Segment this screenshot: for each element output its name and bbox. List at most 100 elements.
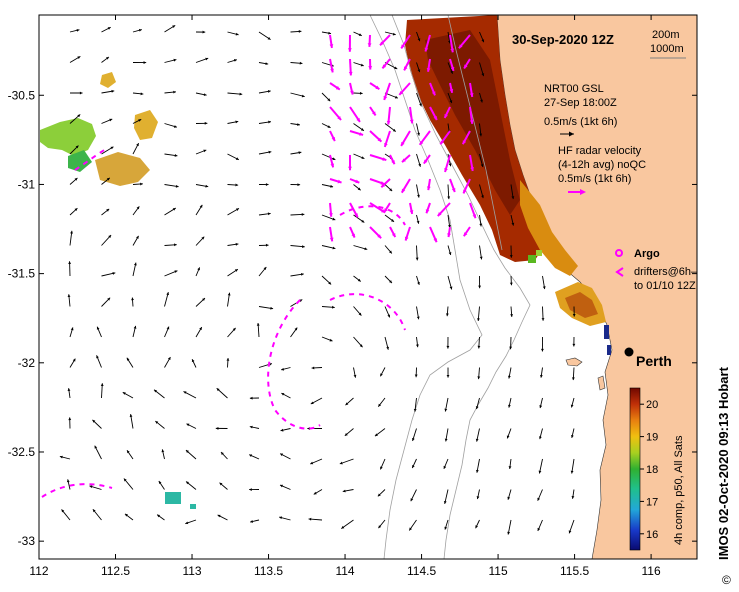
current-vector-head: [76, 28, 80, 32]
current-vector-head: [448, 163, 452, 167]
current-vector-head: [74, 177, 78, 181]
current-vector-head: [415, 344, 419, 348]
current-vector-head: [359, 344, 363, 348]
hf-radar-vector-head: [450, 66, 455, 71]
argo-symbol: [615, 249, 623, 257]
current-vector-head: [332, 217, 336, 221]
sst-pixels: [165, 492, 181, 504]
hf-radar-vector-head: [450, 48, 455, 53]
perth-marker: [624, 347, 634, 357]
current-vector-head: [175, 184, 179, 188]
hf-radar-vector-head: [354, 213, 358, 218]
current-vector-head: [72, 358, 76, 362]
current-vector-head: [446, 345, 450, 349]
hf-radar-vector-head: [437, 212, 442, 217]
current-vector-head: [155, 421, 159, 424]
current-vector-head: [477, 345, 481, 349]
y-tick-label: -30.5: [8, 88, 36, 102]
current-vector-head: [477, 318, 480, 321]
hf-radar-vector-head: [470, 167, 475, 171]
current-vector-head: [511, 196, 515, 200]
current-vector-head: [392, 128, 396, 132]
drifter-track: [329, 293, 406, 331]
hf-radar-vector-head: [368, 66, 373, 70]
current-vector-head: [416, 220, 420, 224]
current-vector-head: [77, 114, 81, 118]
current-vector-head: [571, 377, 575, 381]
current-vector-head: [508, 466, 512, 469]
current-vector-head: [380, 466, 383, 470]
current-vector-head: [66, 479, 70, 483]
sst-pixels: [536, 250, 542, 256]
colorbar-tick-label: 16: [646, 529, 658, 541]
current-vector-head: [108, 235, 112, 239]
current-vector-head: [410, 498, 414, 502]
current-vector-head: [205, 57, 209, 61]
current-vector-head: [417, 281, 420, 285]
isobaths: [369, 14, 531, 560]
current-vector-head: [374, 433, 378, 437]
current-vector-head: [443, 465, 447, 469]
current-vector-head: [476, 496, 480, 500]
scale-label-200m: 200m: [652, 29, 680, 41]
current-vector-head: [166, 326, 170, 330]
current-vector-head: [265, 243, 269, 247]
current-vector-head: [357, 278, 361, 282]
hf-radar-vector-head: [349, 90, 354, 95]
current-vector-head: [447, 196, 451, 200]
current-vector-head: [475, 469, 479, 473]
x-tick-label: 116: [642, 564, 661, 578]
current-vector-head: [68, 417, 72, 421]
current-vector-head: [327, 98, 331, 102]
current-vector-head: [106, 177, 110, 181]
hf-radar-vector-head: [386, 120, 391, 125]
current-vector-head: [203, 93, 207, 97]
hf-radar-vector-head: [384, 208, 388, 213]
sst-pixels: [190, 504, 196, 509]
sst-patch-offshore-warm: [134, 110, 158, 140]
y-tick-label: -32: [18, 356, 36, 370]
hf-radar-vector-head: [348, 71, 353, 76]
sst-patch-offshore: [40, 118, 96, 156]
gsl-ref-vector: 0.5m/s (1kt 6h): [544, 116, 617, 128]
hf-radar-vector-head: [401, 141, 405, 146]
current-vector-head: [413, 408, 417, 412]
x-tick-label: 115.5: [560, 564, 589, 578]
x-tick-label: 114.5: [407, 564, 436, 578]
hf-radar-line2: (4-12h avg) noQC: [558, 159, 646, 171]
current-vector-head: [109, 118, 113, 122]
hf-radar-vector-head: [380, 41, 384, 46]
hf-radar-vector-head: [444, 168, 448, 172]
current-vector-head: [479, 133, 483, 137]
current-vector-head: [329, 338, 333, 342]
isobath-shelf: [447, 14, 503, 251]
hf-radar-vector-head: [382, 157, 387, 161]
current-vector-head: [161, 449, 165, 453]
hf-radar-vector-head: [451, 188, 456, 193]
current-vector-head: [107, 297, 111, 301]
current-vector-head: [270, 306, 274, 310]
argo-label: Argo: [634, 248, 660, 260]
hf-radar-vector-head: [377, 137, 382, 142]
current-vector-head: [412, 465, 415, 469]
current-vector-head: [96, 326, 100, 330]
current-vector-head: [507, 531, 511, 535]
current-vector-head: [480, 164, 484, 168]
current-vector-head: [507, 375, 511, 379]
current-vector-head: [568, 530, 572, 534]
hf-radar-vector-head: [463, 232, 468, 237]
current-vector-head: [308, 517, 312, 521]
y-tick-label: -31.5: [8, 267, 36, 281]
current-vector-head: [475, 525, 478, 529]
current-vector-head: [572, 343, 576, 347]
current-vector-head: [330, 184, 334, 188]
current-vector-head: [378, 525, 382, 529]
axes: 112 112.5 113 113.5 114 114.5 115 115.5 116 -30.5…: [8, 15, 697, 578]
current-vector-head: [122, 392, 126, 395]
current-vector-head: [267, 90, 271, 93]
x-tick-label: 115: [488, 564, 507, 578]
current-vector-head: [235, 32, 239, 36]
current-vector-head: [332, 157, 336, 161]
current-vector-head: [202, 30, 206, 34]
hf-radar-vector-head: [382, 64, 387, 69]
